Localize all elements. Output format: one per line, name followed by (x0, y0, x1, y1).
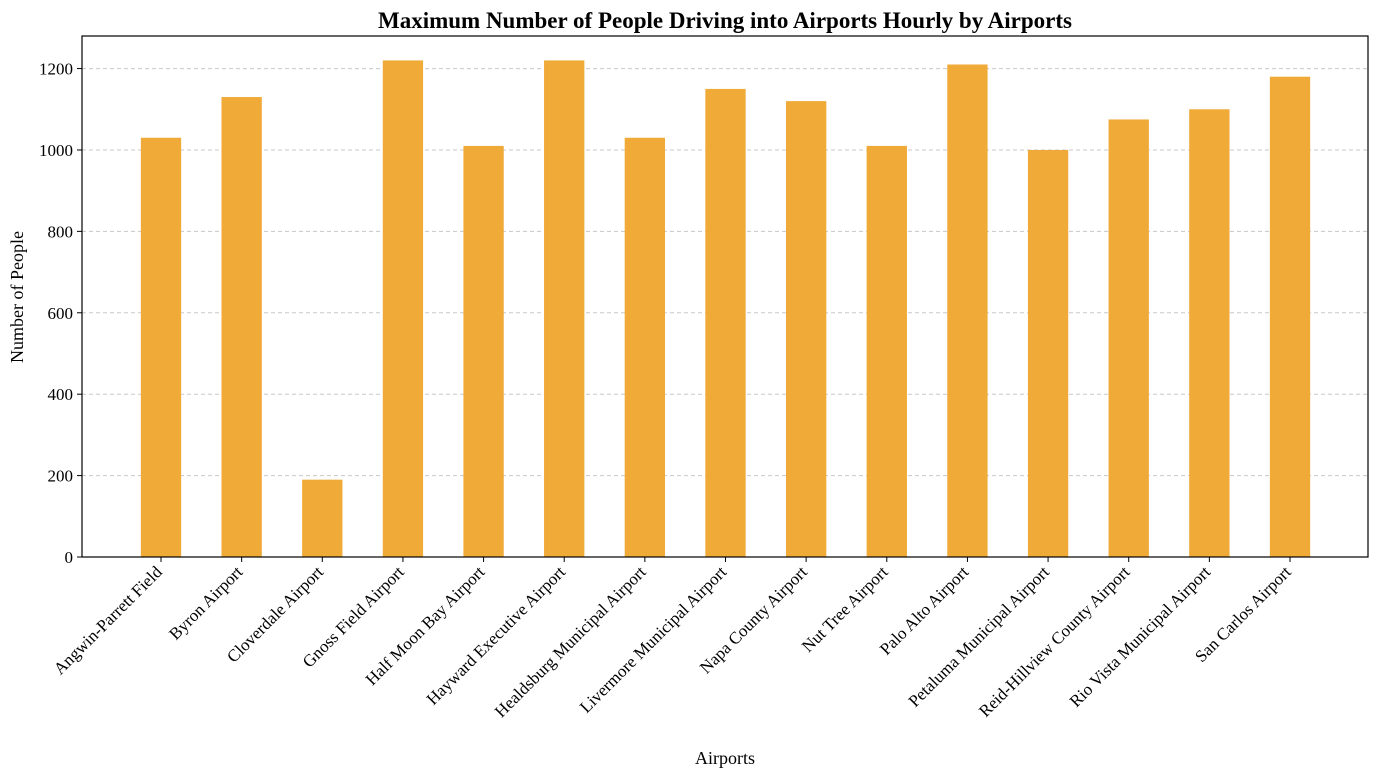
bar (382, 60, 424, 557)
x-tick-label: Reid-Hillview County Airport (975, 562, 1134, 721)
y-tick-label: 400 (48, 385, 74, 404)
bars (140, 60, 1311, 557)
bar (1269, 76, 1311, 557)
y-tick-label: 1000 (39, 141, 73, 160)
bar (1189, 109, 1230, 557)
bar (544, 60, 585, 557)
x-tick-label: Healdsburg Municipal Airport (491, 562, 650, 721)
x-axis: Angwin-Parrett Field Byron AirportCloverd… (50, 557, 1295, 721)
y-tick-label: 800 (48, 222, 74, 241)
bar (866, 145, 907, 557)
x-tick-label: Livermore Municipal Airport (576, 562, 731, 717)
y-tick-label: 200 (48, 467, 74, 486)
x-tick-label: Rio Vista Municipal Airport (1066, 562, 1215, 711)
x-tick-label: Petaluma Municipal Airport (905, 562, 1054, 711)
chart-title: Maximum Number of People Driving into Ai… (378, 8, 1072, 33)
y-axis: 0 200 400 600 800 1000 1200 (39, 60, 82, 567)
x-tick-label: Nut Tree Airport (798, 562, 892, 656)
y-tick-label: 600 (48, 304, 74, 323)
bar (1108, 119, 1149, 557)
bar (463, 145, 504, 557)
bar (221, 97, 262, 557)
bar (624, 137, 666, 557)
x-axis-label: Airports (695, 748, 755, 768)
bar (1027, 149, 1069, 557)
x-tick-label: Angwin-Parrett Field (50, 562, 166, 678)
bar (947, 64, 988, 557)
y-tick-label: 1200 (39, 60, 73, 79)
x-tick-label: Byron Airport (165, 562, 246, 643)
x-tick-label: Hayward Executive Airport (423, 562, 569, 708)
bar (705, 88, 746, 557)
bar (785, 101, 827, 557)
bar (140, 137, 182, 557)
y-tick-label: 0 (65, 548, 74, 567)
bar (302, 479, 343, 557)
y-axis-label: Number of People (7, 231, 27, 363)
gridlines (82, 68, 1368, 477)
